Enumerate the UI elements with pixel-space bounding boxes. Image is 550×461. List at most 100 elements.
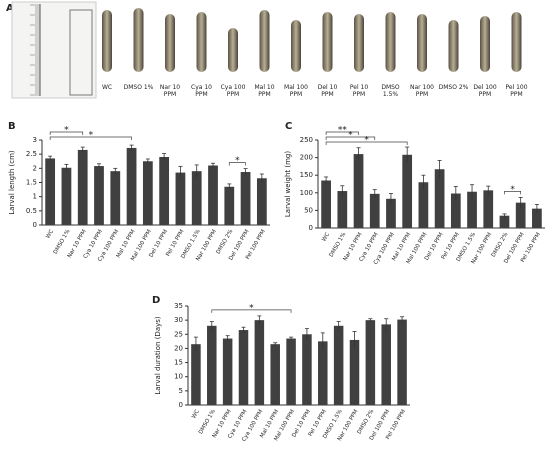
y-tick-label: 2.5	[26, 150, 37, 158]
bar	[397, 319, 407, 405]
bar	[321, 180, 331, 228]
larva-label: Del 100 PPM	[473, 84, 497, 98]
larva-photo	[196, 12, 207, 72]
bar	[515, 202, 526, 228]
bar	[467, 191, 477, 228]
bar	[175, 172, 186, 225]
significance-label: *	[249, 303, 254, 313]
larva-label: DMSO 1.5%	[381, 84, 400, 98]
larva-label: Del 10 PPM	[317, 84, 338, 98]
significance-label: *	[510, 185, 515, 195]
larva-label: WC	[101, 84, 113, 91]
larva-photo	[228, 28, 238, 72]
larva-photo	[511, 12, 522, 72]
larva-label: DMSO 2%	[438, 84, 469, 91]
larva-photo	[259, 10, 270, 72]
y-tick-label: 35	[174, 302, 183, 310]
larva-photo	[385, 12, 396, 72]
bar	[302, 334, 312, 405]
larva-photo	[102, 10, 112, 72]
y-tick-label: 20	[174, 344, 183, 352]
bar	[61, 167, 72, 225]
bar	[333, 325, 344, 405]
bar	[483, 190, 494, 228]
bar	[286, 338, 296, 405]
larva-label: Cya 10 PPM	[191, 84, 212, 98]
y-tick-label: 0.5	[26, 207, 37, 215]
bar	[365, 320, 376, 405]
bar	[159, 157, 170, 225]
panel-letter: A	[6, 3, 14, 14]
y-tick-label: 15	[174, 359, 183, 367]
y-tick-label: 250	[300, 136, 313, 144]
bar	[191, 344, 201, 405]
larva-label: Nar 10 PPM	[159, 84, 181, 98]
bar	[207, 325, 217, 405]
y-tick-label: 10	[174, 373, 183, 381]
y-tick-label: 1.5	[26, 179, 37, 187]
bar	[532, 208, 542, 228]
larva-photo	[322, 12, 333, 72]
y-tick-label: 0	[33, 221, 37, 229]
larva-label: Nar 100 PPM	[410, 84, 434, 98]
significance-bracket	[49, 136, 132, 140]
larva-photo	[354, 14, 364, 72]
larva-label: DMSO 1%	[123, 84, 154, 91]
x-tick-label: WC	[321, 232, 331, 243]
larva-label: Mal 100 PPM	[284, 84, 308, 98]
significance-label: *	[235, 156, 240, 166]
bar	[126, 147, 137, 225]
significance-bracket	[325, 131, 359, 135]
significance-label: *	[348, 131, 353, 141]
significance-label: **	[338, 126, 348, 136]
bar	[222, 338, 233, 405]
significance-bracket	[325, 136, 376, 140]
ruler-clip	[69, 9, 93, 96]
bar	[349, 339, 360, 405]
bar	[381, 324, 391, 405]
significance-label: *	[364, 136, 369, 146]
bar	[77, 149, 88, 225]
ruler	[30, 4, 93, 96]
significance-bracket	[504, 191, 522, 195]
y-tick-label: 3	[33, 136, 37, 144]
larva-photo	[417, 14, 427, 72]
bar	[256, 178, 267, 225]
panel-letter: C	[285, 121, 292, 132]
larva-photo	[448, 20, 459, 72]
larva-label: Mal 10 PPM	[254, 84, 275, 98]
larva-photo	[291, 20, 301, 72]
larva-label: Pel 10 PPM	[349, 84, 369, 98]
significance-bracket	[325, 141, 408, 145]
significance-bracket	[49, 131, 84, 135]
y-tick-label: 30	[174, 316, 183, 324]
bar	[45, 158, 56, 225]
y-tick-label: 1	[33, 193, 37, 201]
larva-photo	[165, 14, 175, 72]
bar	[434, 169, 445, 228]
bar	[450, 193, 461, 228]
y-tick-label: 5	[179, 387, 183, 395]
significance-bracket	[211, 309, 292, 313]
significance-label: *	[89, 131, 94, 141]
y-tick-label: 100	[300, 189, 313, 197]
x-tick-label: WC	[191, 409, 201, 420]
bar	[110, 171, 121, 225]
ruler-photo	[11, 1, 97, 99]
larva-photo	[480, 16, 490, 72]
y-axis-label: Larval duration (Days)	[154, 316, 162, 395]
bar	[208, 165, 218, 225]
bar	[142, 161, 153, 225]
y-tick-label: 200	[300, 154, 313, 162]
bar	[238, 330, 249, 405]
bar	[224, 186, 235, 225]
bar	[369, 193, 380, 228]
bar	[386, 198, 396, 228]
y-tick-label: 0	[309, 224, 313, 232]
bar	[499, 215, 510, 228]
significance-label: *	[64, 126, 69, 136]
bar	[318, 341, 328, 405]
panel-letter: B	[8, 121, 16, 132]
